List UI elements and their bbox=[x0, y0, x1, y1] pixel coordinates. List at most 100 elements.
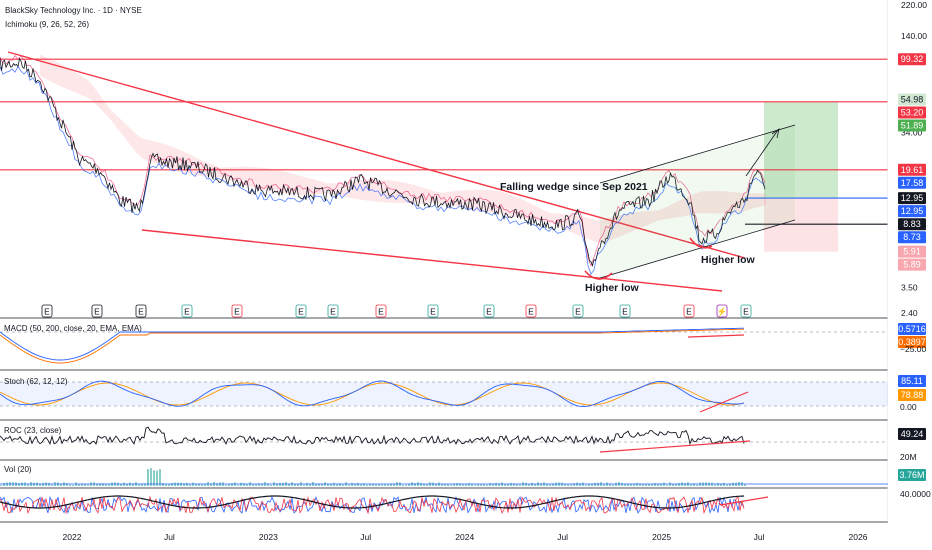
volume-bar bbox=[435, 484, 437, 486]
event-label: E bbox=[234, 307, 240, 317]
volume-bar bbox=[657, 484, 659, 486]
event-box bbox=[181, 304, 193, 318]
volume-bar bbox=[354, 484, 356, 486]
time-tick-1: Jul bbox=[164, 532, 175, 542]
volume-bar bbox=[327, 483, 329, 486]
volume-bar bbox=[168, 484, 170, 486]
event-marker-13: E bbox=[683, 304, 695, 318]
volume-bar bbox=[465, 484, 467, 486]
pane-value-bg bbox=[898, 375, 926, 387]
volume-bar bbox=[378, 484, 380, 486]
event-box bbox=[327, 304, 339, 318]
volume-bar bbox=[279, 482, 281, 486]
volume-bar bbox=[468, 483, 470, 486]
event-box bbox=[483, 304, 495, 318]
event-box bbox=[572, 304, 584, 318]
volume-bar bbox=[498, 483, 500, 486]
volume-bar bbox=[666, 484, 668, 486]
volume-bar bbox=[309, 484, 311, 486]
event-marker-2: E bbox=[135, 304, 147, 318]
price-label-9: 8.73 bbox=[898, 231, 926, 244]
volume-bar bbox=[69, 484, 71, 486]
event-label: ⚡ bbox=[717, 307, 728, 318]
volume-bar bbox=[519, 484, 521, 486]
volume-bar bbox=[723, 482, 725, 486]
stoch-k bbox=[0, 380, 745, 408]
volume-bar bbox=[318, 483, 320, 486]
price-label-11: 5.89 bbox=[898, 258, 926, 271]
volume-bar bbox=[612, 484, 614, 486]
volume-bar bbox=[492, 483, 494, 486]
volume-bar bbox=[402, 484, 404, 486]
price-label-3: 51.89 bbox=[898, 119, 926, 132]
volume-bar bbox=[528, 484, 530, 486]
volume-bar bbox=[387, 484, 389, 486]
volume-bar bbox=[696, 484, 698, 486]
event-box bbox=[427, 304, 439, 318]
volume-bar bbox=[138, 484, 140, 486]
volume-bar bbox=[495, 482, 497, 486]
osc-pane bbox=[0, 495, 769, 515]
indicator-title: Ichimoku (9, 26, 52, 26) bbox=[5, 20, 89, 29]
volume-bar bbox=[120, 484, 122, 486]
signal-line bbox=[0, 328, 744, 364]
volume-bar bbox=[609, 483, 611, 486]
event-label: E bbox=[575, 307, 581, 317]
volume-bar bbox=[714, 484, 716, 486]
volume-bar bbox=[132, 483, 134, 486]
pane-title-1: Stoch (62, 12, 12) bbox=[4, 377, 68, 386]
volume-bar bbox=[99, 483, 101, 486]
price-label-bg bbox=[898, 53, 926, 66]
volume-bar bbox=[189, 484, 191, 486]
volume-bar bbox=[441, 483, 443, 486]
volume-bar bbox=[645, 484, 647, 486]
volume-bar bbox=[588, 483, 590, 486]
lagging-line bbox=[0, 54, 766, 267]
price-label-text: 54.98 bbox=[901, 95, 924, 105]
volume-bar bbox=[315, 483, 317, 486]
price-line bbox=[0, 57, 766, 267]
event-box bbox=[619, 304, 631, 318]
price-label-text: 19.61 bbox=[901, 165, 924, 175]
time-tick-3: Jul bbox=[360, 532, 371, 542]
event-marker-7: E bbox=[375, 304, 387, 318]
event-marker-6: E bbox=[327, 304, 339, 318]
pane-value-bg bbox=[898, 428, 926, 440]
volume-bar bbox=[150, 468, 152, 486]
event-label: E bbox=[378, 307, 384, 317]
projection-arrow bbox=[745, 129, 779, 177]
price-label-text: 51.89 bbox=[901, 121, 924, 131]
price-label-text: 8.83 bbox=[903, 219, 921, 229]
volume-bar bbox=[672, 484, 674, 486]
volume-bar bbox=[579, 483, 581, 486]
volume-bar bbox=[648, 483, 650, 486]
pane-value-text: 85.11 bbox=[901, 376, 923, 386]
volume-bar bbox=[243, 483, 245, 486]
wedge-upper bbox=[7, 51, 746, 259]
price-series bbox=[0, 54, 766, 275]
volume-bar bbox=[261, 483, 263, 486]
price-axis: 220.00 140.00 34.00 3.50 2.40 99.32 54.98 53.20… bbox=[888, 0, 932, 550]
volume-bar bbox=[384, 483, 386, 486]
volume-bar bbox=[147, 468, 149, 486]
trade-zones bbox=[764, 101, 838, 252]
price-label-7: 12.95 bbox=[898, 205, 926, 218]
volume-bar bbox=[360, 484, 362, 486]
volume-bar bbox=[366, 484, 368, 486]
rising-channel bbox=[584, 124, 796, 280]
time-tick-4: 2024 bbox=[455, 532, 474, 542]
pane-axis-4-0: 40.0000 bbox=[900, 489, 931, 499]
volume-bar bbox=[162, 482, 164, 486]
volume-bar bbox=[369, 483, 371, 486]
price-label-bg bbox=[898, 192, 926, 205]
volume-bar bbox=[39, 483, 41, 486]
volume-bar bbox=[423, 483, 425, 486]
volume-bar bbox=[552, 483, 554, 486]
volume-bar bbox=[603, 484, 605, 486]
volume-bar bbox=[96, 483, 98, 486]
price-label-text: 5.89 bbox=[903, 260, 921, 270]
volume-bar bbox=[477, 483, 479, 486]
volume-pane bbox=[0, 468, 888, 486]
volume-bar bbox=[288, 483, 290, 486]
